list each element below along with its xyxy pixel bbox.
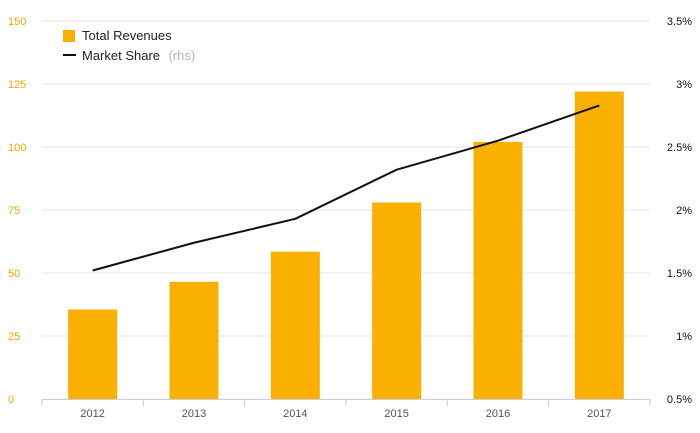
market-share-line — [92, 104, 600, 272]
y-right-tick-label: 1.5% — [667, 268, 692, 280]
y-left-tick-label: 0 — [8, 394, 14, 406]
y-left-tick-label: 75 — [8, 205, 20, 217]
y-right-tick-label: 0.5% — [667, 394, 692, 406]
y-left-tick-label: 50 — [8, 268, 20, 280]
legend-label-total-revenues: Total Revenues — [82, 28, 172, 43]
bar-2015 — [372, 202, 422, 399]
legend-label-market-share: Market Share — [82, 48, 160, 63]
bar-2014 — [270, 251, 320, 399]
y-left-tick-label: 125 — [8, 79, 26, 91]
x-tick-label: 2015 — [384, 408, 408, 420]
y-axis-right: 0.5% 1% 1.5% 2% 2.5% 3% 3.5% — [667, 16, 692, 406]
x-tick-label: 2014 — [283, 408, 307, 420]
legend-swatch-total-revenues — [63, 30, 75, 42]
x-tick-label: 2013 — [182, 408, 206, 420]
bar-2016 — [473, 141, 523, 399]
y-right-tick-label: 3% — [676, 79, 692, 91]
legend-label-market-share-group: Market Share (rhs) — [82, 47, 195, 64]
x-tick-label: 2012 — [80, 408, 104, 420]
y-left-tick-label: 25 — [8, 331, 20, 343]
bar-2013 — [169, 281, 219, 399]
line-series — [92, 104, 600, 272]
y-right-tick-label: 1% — [676, 331, 692, 343]
bar-2017 — [574, 91, 624, 399]
legend: Total Revenues Market Share (rhs) — [63, 28, 195, 64]
x-tick-label: 2017 — [587, 408, 611, 420]
y-left-tick-label: 150 — [8, 16, 26, 28]
y-left-tick-label: 100 — [8, 142, 26, 154]
y-right-tick-label: 2% — [676, 205, 692, 217]
x-tick-label: 2016 — [486, 408, 510, 420]
y-axis-left: 0 25 50 75 100 125 150 — [8, 16, 26, 406]
bar-2012 — [68, 309, 118, 399]
y-right-tick-label: 2.5% — [667, 142, 692, 154]
legend-label-rhs: (rhs) — [169, 48, 196, 63]
gridlines — [42, 20, 650, 337]
bar-series — [68, 91, 624, 399]
y-right-tick-label: 3.5% — [667, 16, 692, 28]
x-axis: 2012 2013 2014 2015 2016 2017 — [41, 399, 651, 420]
